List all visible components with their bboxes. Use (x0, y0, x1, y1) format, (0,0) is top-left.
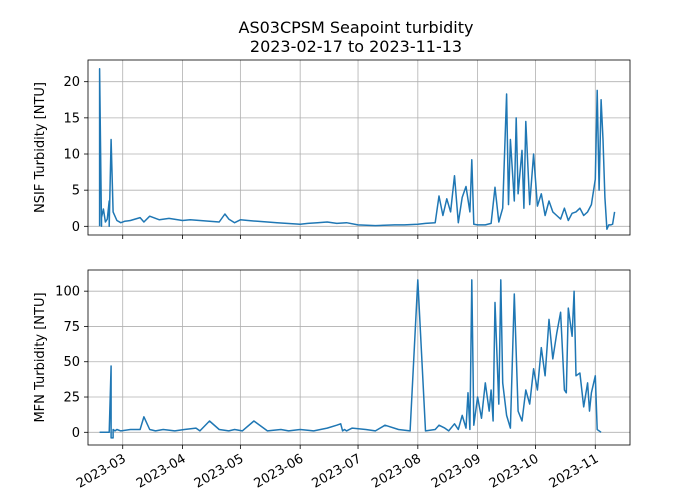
y-axis-label: MFN Turbidity [NTU] (33, 292, 48, 422)
turbidity-series-line (98, 67, 616, 230)
x-tick-label: 2023-03 (74, 451, 129, 491)
y-tick-label: 100 (55, 285, 80, 300)
x-tick-label: 2023-10 (487, 451, 542, 491)
y-tick-label: 10 (63, 148, 80, 163)
turbidity-series-line (99, 279, 602, 439)
x-tick-label: 2023-08 (369, 451, 424, 491)
chart-title-line1: AS03CPSM Seapoint turbidity (239, 18, 474, 37)
y-tick-label: 50 (63, 355, 80, 370)
x-tick-label: 2023-11 (547, 451, 602, 491)
y-tick-label: 20 (63, 75, 80, 90)
x-tick-label: 2023-07 (309, 451, 364, 491)
plot-frame (87, 269, 631, 446)
y-tick-label: 25 (63, 391, 80, 406)
y-tick-label: 75 (63, 320, 80, 335)
y-axis-label: NSIF Turbidity [NTU] (33, 82, 48, 213)
x-tick-label: 2023-05 (192, 451, 247, 491)
chart-title-line2: 2023-02-17 to 2023-11-13 (250, 37, 462, 56)
x-tick-label: 2023-06 (252, 451, 307, 491)
y-tick-label: 5 (72, 184, 80, 199)
x-tick-label: 2023-09 (429, 451, 484, 491)
x-tick-label: 2023-04 (134, 451, 189, 491)
y-tick-label: 0 (72, 426, 80, 441)
nsif-turbidity-panel: 0 5 10 15 20 NSIF Turbidity [NTU] (33, 59, 631, 239)
plot-frame (87, 59, 631, 236)
y-tick-label: 0 (72, 220, 80, 235)
y-tick-label: 15 (63, 111, 80, 126)
